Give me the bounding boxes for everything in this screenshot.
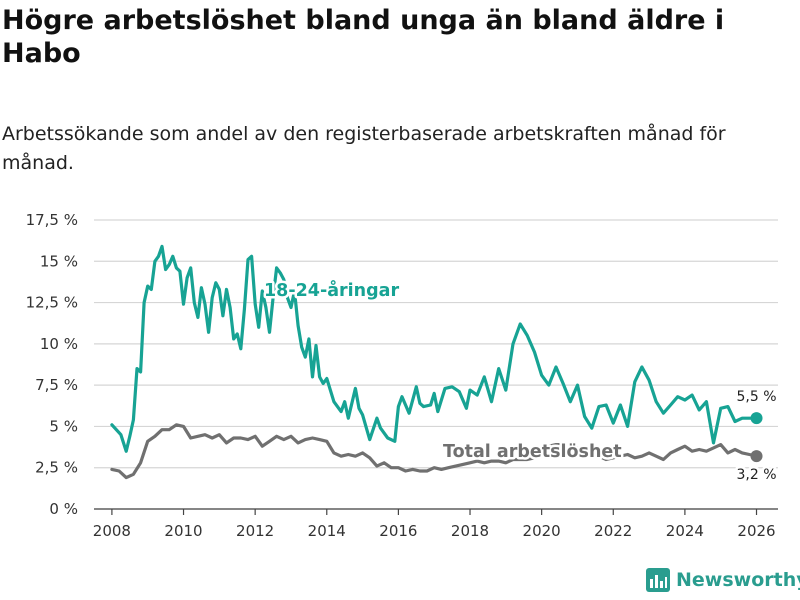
end-value-total-halo: 3,2 %	[736, 467, 776, 483]
y-tick-label: 0 %	[49, 500, 78, 518]
x-axis: 2008 2010 2012 2014 2016 2018 2020 2022 2024 2026	[93, 508, 778, 540]
chart-title: Högre arbetslöshet bland unga än bland ä…	[2, 5, 725, 69]
y-tick-label: 17,5 %	[26, 211, 78, 229]
x-tick-label: 2016	[379, 522, 417, 540]
grid-lines	[94, 219, 778, 510]
bar-chart-icon	[646, 568, 670, 592]
y-tick-label: 5 %	[49, 417, 78, 435]
y-axis-ticks: 0 % 2,5 % 5 % 7,5 % 10 % 12,5 % 15 % 17,5 %	[26, 211, 78, 518]
end-value-total: 3,2 %	[736, 467, 776, 483]
x-tick-label: 2018	[451, 522, 489, 540]
endpoint-youth	[750, 412, 763, 425]
endpoint-total	[750, 450, 763, 463]
brand-name: Newsworthy	[676, 569, 800, 591]
y-tick-label: 2,5 %	[35, 459, 78, 477]
series-line-youth	[110, 244, 759, 453]
x-tick-label: 2012	[236, 522, 274, 540]
x-tick-label: 2026	[737, 522, 775, 540]
y-tick-label: 10 %	[40, 335, 78, 353]
x-tick-label: 2014	[308, 522, 346, 540]
x-tick-label: 2024	[666, 522, 704, 540]
x-tick-label: 2008	[93, 522, 131, 540]
end-value-youth: 5,5 %	[736, 389, 776, 405]
series-line-total	[110, 423, 759, 480]
brand-logo: Newsworthy	[646, 568, 800, 592]
x-tick-label: 2020	[523, 522, 561, 540]
x-tick-label: 2010	[164, 522, 202, 540]
y-tick-label: 7,5 %	[35, 376, 78, 394]
end-value-youth-halo: 5,5 %	[736, 389, 776, 405]
x-tick-label: 2022	[594, 522, 632, 540]
series-lines	[110, 244, 763, 480]
label-total: Total arbetslöshet	[443, 442, 622, 462]
y-tick-label: 15 %	[40, 252, 78, 270]
chart-subtitle: Arbetssökande som andel av den registerb…	[2, 123, 726, 174]
label-total-halo: Total arbetslöshet	[443, 442, 622, 462]
label-youth: 18-24-åringar	[264, 279, 399, 301]
label-youth-halo: 18-24-åringar	[264, 279, 399, 301]
y-tick-label: 12,5 %	[26, 294, 78, 312]
